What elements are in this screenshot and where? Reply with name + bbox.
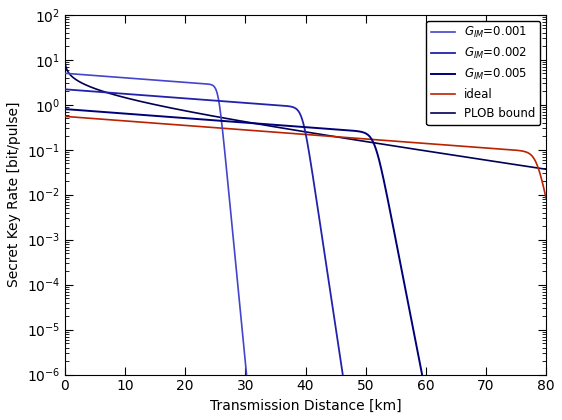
ideal — [543, 197, 550, 202]
PLOB bound — [61, 50, 68, 55]
$G_{IM}$=0.001 — [230, 241, 237, 246]
Line: $G_{IM}$=0.002: $G_{IM}$=0.002 — [65, 89, 343, 374]
$G_{IM}$=0.002 — [61, 87, 68, 92]
Legend: $G_{IM}$=0.001, $G_{IM}$=0.002, $G_{IM}$=0.005, ideal, PLOB bound: $G_{IM}$=0.001, $G_{IM}$=0.002, $G_{IM}$… — [427, 21, 540, 125]
PLOB bound — [290, 127, 297, 132]
$G_{IM}$=0.002 — [188, 96, 195, 101]
$G_{IM}$=0.005 — [62, 107, 69, 112]
PLOB bound — [504, 161, 511, 166]
Line: $G_{IM}$=0.001: $G_{IM}$=0.001 — [65, 73, 247, 374]
$G_{IM}$=0.001 — [178, 79, 184, 84]
$G_{IM}$=0.005 — [61, 107, 68, 112]
$G_{IM}$=0.005 — [288, 123, 295, 129]
PLOB bound — [543, 167, 550, 172]
ideal — [504, 147, 511, 152]
$G_{IM}$=0.001 — [136, 76, 143, 81]
$G_{IM}$=0.005 — [188, 116, 195, 121]
$G_{IM}$=0.002 — [318, 228, 324, 234]
ideal — [61, 114, 68, 119]
ideal — [290, 131, 297, 136]
ideal — [528, 153, 535, 158]
PLOB bound — [264, 123, 270, 128]
Line: $G_{IM}$=0.005: $G_{IM}$=0.005 — [65, 109, 422, 374]
$G_{IM}$=0.002 — [196, 97, 203, 102]
$G_{IM}$=0.001 — [205, 81, 212, 87]
Line: PLOB bound: PLOB bound — [65, 52, 546, 169]
$G_{IM}$=0.005 — [330, 126, 337, 131]
Line: ideal: ideal — [65, 116, 546, 199]
ideal — [268, 129, 274, 134]
$G_{IM}$=0.002 — [242, 100, 249, 105]
$G_{IM}$=0.002 — [173, 95, 180, 100]
X-axis label: Transmission Distance [km]: Transmission Distance [km] — [210, 399, 401, 413]
PLOB bound — [268, 123, 274, 129]
$G_{IM}$=0.001 — [160, 78, 166, 83]
$G_{IM}$=0.001 — [243, 372, 250, 377]
$G_{IM}$=0.005 — [419, 372, 425, 377]
$G_{IM}$=0.001 — [157, 78, 164, 83]
$G_{IM}$=0.001 — [61, 71, 68, 76]
ideal — [264, 129, 270, 134]
$G_{IM}$=0.005 — [261, 121, 268, 126]
$G_{IM}$=0.002 — [150, 93, 157, 98]
ideal — [411, 140, 418, 145]
PLOB bound — [528, 165, 535, 170]
$G_{IM}$=0.002 — [339, 372, 346, 377]
PLOB bound — [411, 147, 418, 152]
Y-axis label: Secret Key Rate [bit/pulse]: Secret Key Rate [bit/pulse] — [7, 102, 21, 287]
$G_{IM}$=0.005 — [91, 109, 98, 114]
